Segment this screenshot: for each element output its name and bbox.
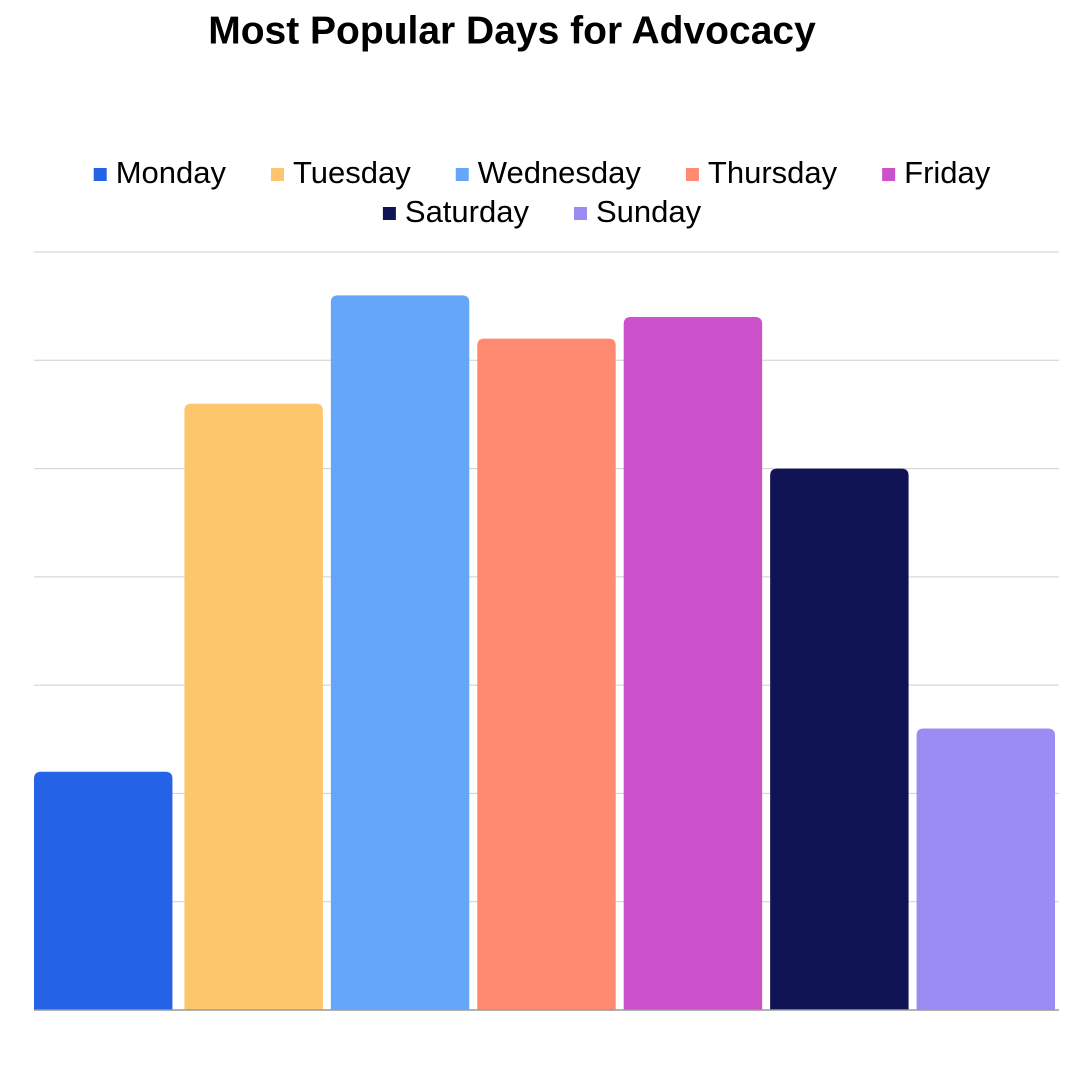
bar xyxy=(477,338,616,1011)
legend-swatch xyxy=(382,207,396,220)
bar xyxy=(34,771,173,1010)
legend-swatch xyxy=(455,168,469,181)
bar xyxy=(770,468,909,1011)
legend-swatch xyxy=(685,168,699,181)
legend-label: Saturday xyxy=(405,194,530,229)
legend-item: Wednesday xyxy=(455,155,642,190)
legend-item: Sunday xyxy=(573,194,702,229)
chart-title: Most Popular Days for Advocacy xyxy=(208,9,816,52)
bar xyxy=(330,295,470,1010)
legend-item: Friday xyxy=(882,155,991,190)
legend-item: Monday xyxy=(93,155,227,190)
legend-label: Tuesday xyxy=(293,155,411,190)
legend-swatch xyxy=(573,207,587,220)
legend-label: Sunday xyxy=(596,194,702,229)
legend-swatch xyxy=(882,168,896,181)
legend-label: Wednesday xyxy=(478,155,642,190)
legend-swatch xyxy=(271,168,285,181)
legend-swatch xyxy=(93,168,107,181)
legend-label: Thursday xyxy=(708,155,838,190)
legend-item: Tuesday xyxy=(271,155,411,190)
bar xyxy=(623,316,763,1010)
legend-label: Friday xyxy=(904,155,991,190)
legend-item: Saturday xyxy=(382,194,530,229)
legend-item: Thursday xyxy=(685,155,838,190)
bar xyxy=(916,728,1055,1010)
legend-label: Monday xyxy=(116,155,227,190)
bar xyxy=(184,403,323,1011)
